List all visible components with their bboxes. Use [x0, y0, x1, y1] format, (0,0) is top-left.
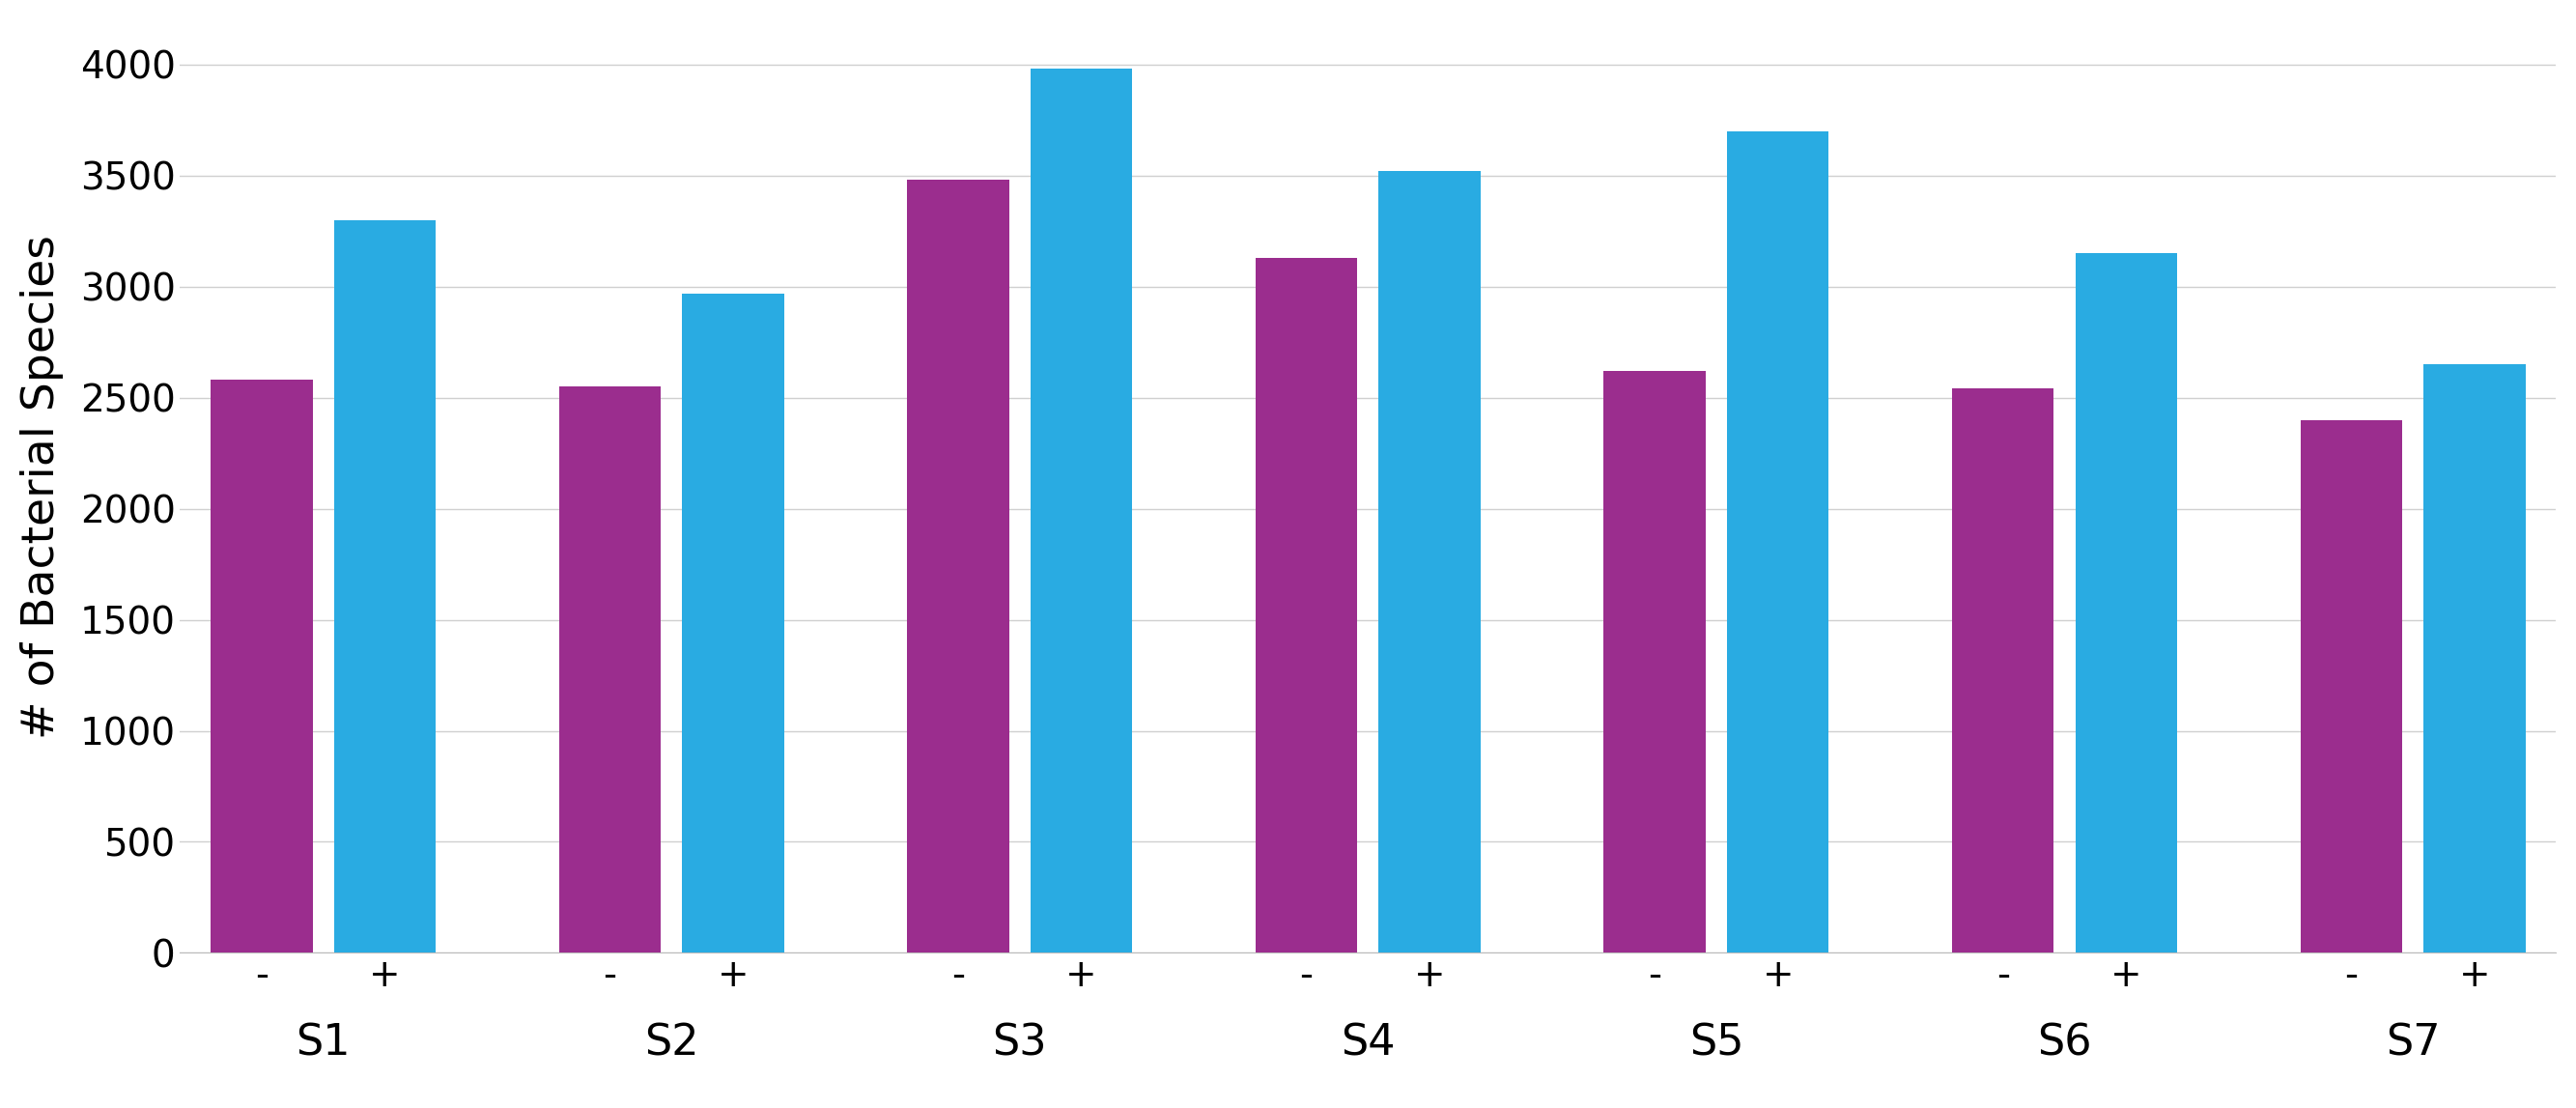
Text: S2: S2: [644, 1023, 698, 1064]
Bar: [2076, 254, 2177, 953]
Text: S4: S4: [1340, 1023, 1396, 1064]
Bar: [1255, 258, 1358, 953]
Bar: [683, 294, 783, 953]
Text: S6: S6: [2038, 1023, 2092, 1064]
Text: S7: S7: [2385, 1023, 2439, 1064]
Y-axis label: # of Bacterial Species: # of Bacterial Species: [21, 235, 64, 739]
Text: S1: S1: [296, 1023, 350, 1064]
Bar: [335, 220, 435, 953]
Bar: [1030, 69, 1133, 953]
Text: S3: S3: [992, 1023, 1046, 1064]
Bar: [1378, 171, 1481, 953]
Bar: [1605, 371, 1705, 953]
Bar: [2424, 365, 2524, 953]
Bar: [211, 380, 312, 953]
Bar: [1726, 131, 1829, 953]
Bar: [1953, 389, 2053, 953]
Bar: [2300, 420, 2401, 953]
Bar: [559, 387, 659, 953]
Bar: [907, 179, 1010, 953]
Text: S5: S5: [1690, 1023, 1744, 1064]
